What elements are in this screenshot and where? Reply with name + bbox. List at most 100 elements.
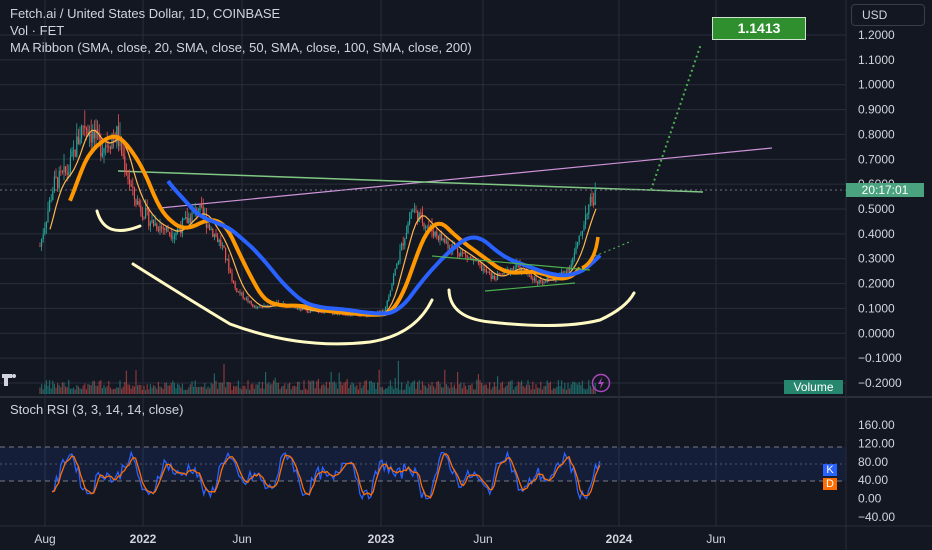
candle-body (409, 218, 411, 224)
volume-bar (370, 380, 372, 394)
ma-ribbon-legend[interactable]: MA Ribbon (SMA, close, 20, SMA, close, 5… (10, 40, 472, 55)
volume-bar (393, 388, 395, 394)
candle-body (495, 279, 497, 280)
candle-body (261, 306, 263, 308)
volume-bar (433, 386, 435, 394)
volume-bar (468, 385, 470, 394)
volume-bar (313, 380, 315, 394)
volume-bar (84, 383, 86, 394)
volume-bar (113, 388, 115, 394)
candle-body (441, 233, 443, 241)
volume-bar (245, 389, 247, 394)
volume-bar (119, 380, 121, 394)
volume-bar (362, 385, 364, 394)
candle-body (391, 283, 393, 291)
volume-bar (343, 382, 345, 394)
volume-bar (380, 387, 382, 394)
price-tick-label: 1.0000 (858, 78, 895, 92)
volume-bar (509, 381, 511, 394)
candle-body (434, 231, 436, 236)
candle-body (100, 139, 102, 157)
candle-body (55, 176, 57, 178)
stoch-tick-label: 120.00 (858, 436, 895, 450)
annotation-arc-small[interactable] (95, 209, 142, 232)
annotation-arc-right[interactable] (447, 288, 636, 328)
candle-body (308, 312, 310, 314)
volume-bar (546, 380, 548, 394)
candle-body (425, 226, 427, 228)
candle-body (381, 310, 383, 312)
volume-bar (181, 383, 183, 394)
candle-body (66, 172, 68, 175)
volume-bar (109, 387, 111, 394)
time-tick-label: 2023 (368, 532, 395, 546)
candle-body (53, 176, 55, 191)
volume-bar (239, 387, 241, 394)
candle-body (349, 315, 351, 317)
candle-body (68, 172, 70, 175)
volume-histogram (39, 360, 596, 394)
candle-body (442, 239, 444, 241)
volume-bar (73, 387, 75, 394)
volume-bar (63, 382, 65, 394)
volume-bar (105, 387, 107, 394)
volume-bar (332, 382, 334, 394)
volume-bar (346, 379, 348, 394)
candle-body (469, 257, 471, 259)
volume-bar (130, 388, 132, 394)
stoch-rsi-legend[interactable]: Stoch RSI (3, 3, 14, 14, close) (10, 402, 184, 417)
candle-body (322, 312, 324, 314)
volume-bar (364, 380, 366, 394)
volume-bar (122, 386, 124, 394)
candle-body (445, 241, 447, 243)
candle-body (514, 267, 516, 269)
green-trendline[interactable] (117, 170, 704, 193)
candle-body (418, 212, 420, 222)
volume-bar (100, 380, 102, 394)
candle-body (426, 226, 428, 228)
candle-body (191, 212, 193, 223)
stoch-tick-label: 0.00 (858, 492, 882, 506)
volume-bar (327, 387, 329, 394)
currency-button[interactable]: USD (851, 4, 925, 26)
volume-bar (285, 389, 287, 394)
candle-body (399, 250, 401, 262)
candle-body (127, 174, 129, 180)
volume-bar (305, 388, 307, 394)
volume-bar (229, 382, 231, 394)
purple-trendline[interactable] (159, 147, 773, 209)
price-tick-label: 0.9000 (858, 103, 895, 117)
volume-bar (60, 387, 62, 394)
volume-legend[interactable]: Vol · FET (10, 23, 65, 38)
volume-bar (39, 387, 41, 394)
volume-bar (421, 381, 423, 394)
candle-body (253, 306, 255, 308)
volume-bar (159, 386, 161, 394)
volume-bar (308, 380, 310, 394)
symbol-title[interactable]: Fetch.ai / United States Dollar, 1D, COI… (10, 6, 281, 21)
candle-body (433, 231, 435, 236)
tradingview-logo-icon[interactable] (0, 370, 20, 390)
volume-bar (234, 386, 236, 394)
candle-body (565, 271, 567, 274)
volume-bar (396, 387, 398, 394)
volume-bar (183, 389, 185, 394)
volume-bar (557, 380, 559, 394)
candle-body (213, 233, 215, 237)
volume-bar (556, 386, 558, 394)
annotation-arc-large[interactable] (131, 262, 434, 346)
candle-body (516, 263, 518, 268)
candle-body (90, 133, 92, 143)
volume-bar (140, 385, 142, 394)
candle-body (545, 281, 547, 283)
candle-body (97, 129, 99, 133)
candle-body (173, 235, 175, 239)
candle-body (303, 308, 305, 310)
lightning-icon[interactable] (589, 373, 613, 393)
time-tick-label: 2022 (130, 532, 157, 546)
volume-bar (369, 381, 371, 394)
target-price-badge[interactable]: 1.1413 (712, 17, 806, 40)
candle-body (465, 253, 467, 255)
candle-body (106, 145, 108, 147)
